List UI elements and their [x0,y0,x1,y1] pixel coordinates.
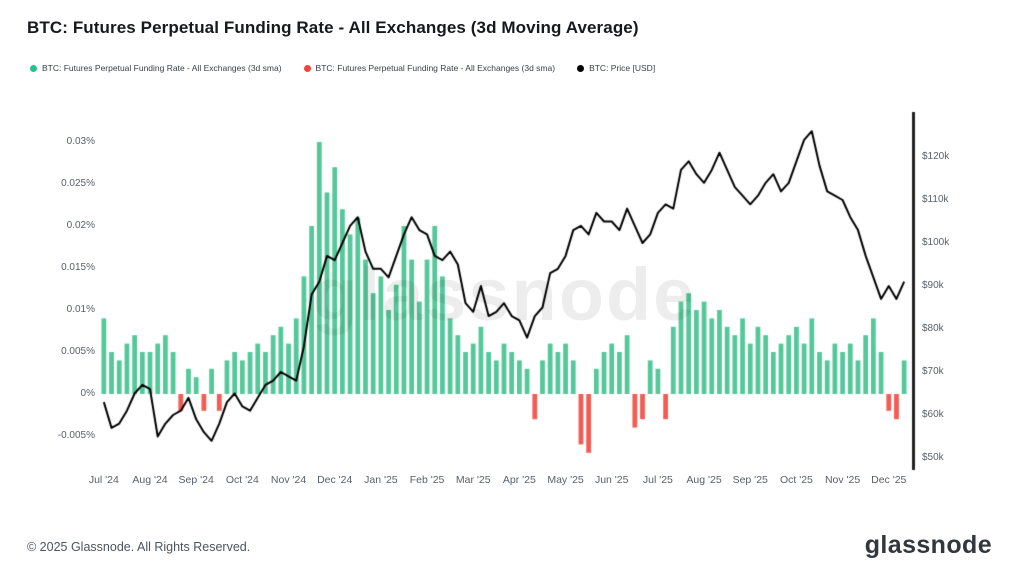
right-axis-tick: $70k [922,366,944,377]
x-axis-tick: Dec '25 [871,474,907,486]
x-axis-tick: Nov '24 [270,474,307,486]
legend-label: BTC: Futures Perpetual Funding Rate - Al… [42,63,282,73]
left-axis-tick: 0.03% [66,136,95,147]
x-axis-tick: Jun '25 [594,474,629,486]
legend-item-funding-rate-negative[interactable]: BTC: Futures Perpetual Funding Rate - Al… [303,63,556,73]
right-axis-tick: $80k [922,323,944,334]
legend-dot-price [577,64,585,72]
copyright-text: © 2025 Glassnode. All Rights Reserved. [27,540,251,554]
chart-canvas[interactable] [0,100,1024,520]
right-axis-tick: $100k [922,237,950,248]
legend-item-funding-rate-positive[interactable]: BTC: Futures Perpetual Funding Rate - Al… [30,63,282,73]
left-axis-tick: 0.025% [61,178,95,189]
x-axis-tick: Jul '24 [88,474,119,486]
x-axis-tick: Sep '24 [178,474,214,486]
x-axis-tick: Dec '24 [317,474,353,486]
x-axis-tick: Nov '25 [824,474,861,486]
legend-dot-funding-rate-positive [30,64,37,72]
x-axis-tick: Apr '25 [502,474,536,486]
right-axis-tick: $110k [922,194,949,205]
x-axis-tick: Aug '24 [132,474,168,486]
x-axis-tick: Jan '25 [364,474,398,486]
chart-legend: BTC: Futures Perpetual Funding Rate - Al… [30,63,655,73]
left-axis-tick: -0.005% [57,430,95,441]
right-axis-tick: $50k [922,452,944,463]
legend-label: BTC: Price [USD] [589,63,656,73]
legend-item-price[interactable]: BTC: Price [USD] [577,63,655,73]
legend-label: BTC: Futures Perpetual Funding Rate - Al… [315,63,556,73]
x-axis-tick: Aug '25 [686,474,722,486]
left-axis-tick: 0.02% [66,220,95,231]
x-axis-tick: Sep '25 [732,474,768,486]
left-axis-tick: 0.005% [61,346,95,357]
left-axis-tick: 0.015% [61,262,95,273]
right-axis-tick: $120k [922,151,950,162]
x-axis-tick: May '25 [547,474,584,486]
left-axis-tick: 0.01% [66,304,95,315]
x-axis-tick: Feb '25 [409,474,445,486]
glassnode-logo: glassnode [864,531,992,559]
right-axis-tick: $60k [922,409,944,420]
left-axis-tick: 0% [80,388,95,399]
legend-dot-funding-rate-negative [303,64,311,72]
x-axis-tick: Oct '25 [779,474,813,486]
chart-area: 0.03% 0.025% 0.02% 0.015% 0.01% 0.005% 0% -0.00… [0,100,1024,520]
right-axis-tick: $90k [922,280,944,291]
page-title: BTC: Futures Perpetual Funding Rate - Al… [27,18,639,37]
x-axis-tick: Mar '25 [455,474,491,486]
x-axis-tick: Oct '24 [225,474,259,486]
x-axis-tick: Jul '25 [642,474,673,486]
